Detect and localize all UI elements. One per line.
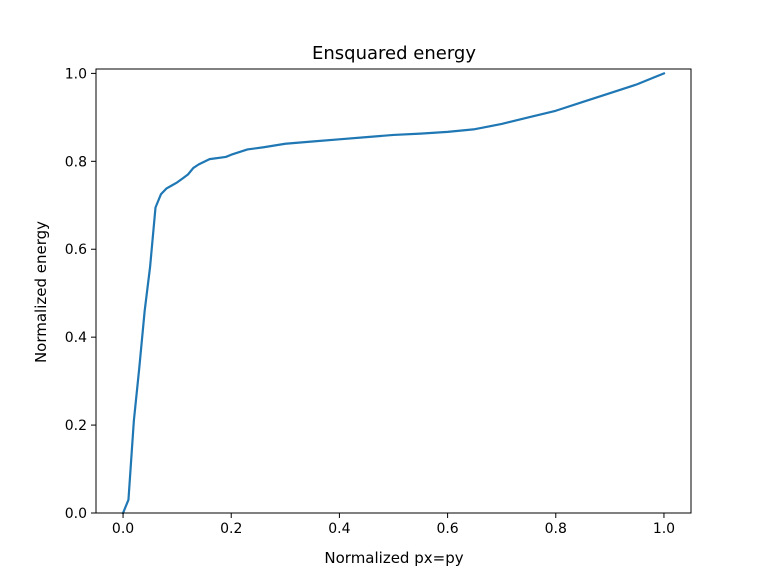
series-line: [121, 71, 666, 515]
y-tick-label: 0.0: [65, 506, 87, 522]
chart-title: Ensquared energy: [312, 43, 476, 64]
x-tick-label: 0.8: [545, 521, 567, 537]
x-tick-label: 0.4: [328, 521, 350, 537]
plot-area: [121, 71, 666, 515]
x-tick-label: 1.0: [653, 521, 675, 537]
x-tick-label: 0.6: [436, 521, 458, 537]
y-tick-label: 0.4: [65, 330, 87, 346]
x-axis-label: Normalized px=py: [324, 549, 463, 567]
y-tick-label: 1.0: [65, 66, 87, 82]
y-tick-label: 0.6: [65, 242, 87, 258]
x-axis-ticks: 0.0 0.2 0.4 0.6 0.8 1.0: [112, 513, 675, 537]
y-axis-label: Normalized energy: [32, 221, 50, 363]
x-tick-label: 0.0: [112, 521, 134, 537]
x-tick-label: 0.2: [220, 521, 242, 537]
y-axis-ticks: 0.0 0.2 0.4 0.6 0.8 1.0: [65, 66, 96, 522]
y-tick-label: 0.8: [65, 154, 87, 170]
axes-frame: [95, 68, 692, 514]
y-tick-label: 0.2: [65, 418, 87, 434]
